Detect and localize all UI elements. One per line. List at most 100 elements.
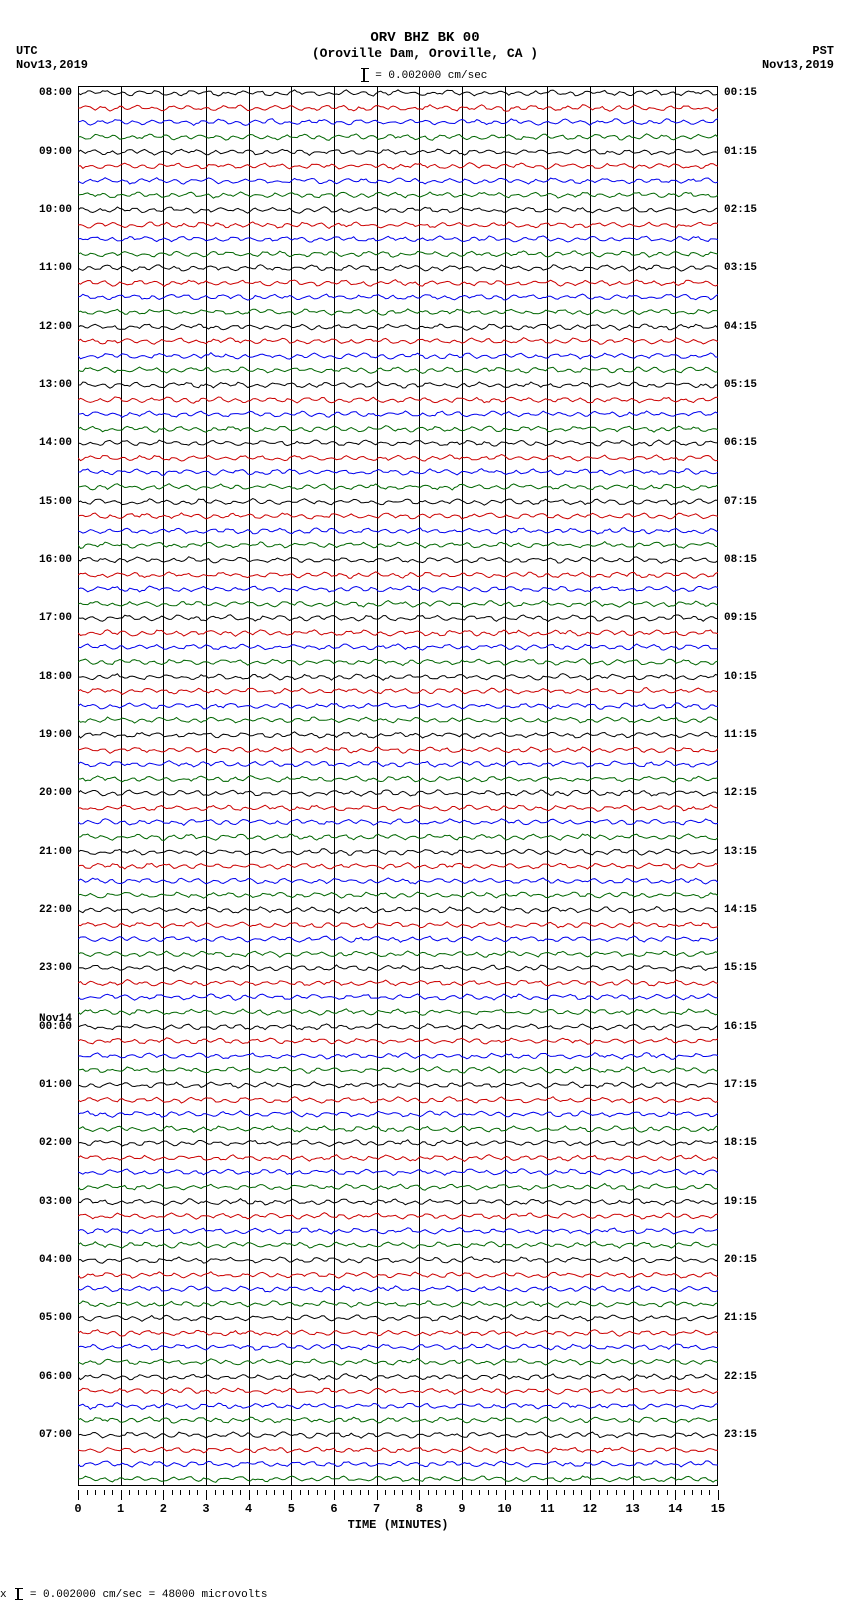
x-tick-minor: [701, 1490, 702, 1495]
utc-time-label: 22:00: [0, 904, 72, 916]
utc-time-label: 13:00: [0, 379, 72, 391]
utc-time-label: 15:00: [0, 496, 72, 508]
x-tick-major: [163, 1490, 164, 1500]
pst-time-label: 04:15: [724, 321, 757, 333]
seismic-trace: [78, 1472, 718, 1486]
x-tick-major: [505, 1490, 506, 1500]
x-tick-minor: [522, 1490, 523, 1495]
x-tick-label: 12: [583, 1502, 597, 1516]
footer-bar-icon: [17, 1588, 19, 1600]
pst-time-label: 01:15: [724, 146, 757, 158]
tz-right-label: PST: [762, 44, 834, 58]
x-tick-minor: [343, 1490, 344, 1495]
x-tick-minor: [274, 1490, 275, 1495]
pst-time-label: 22:15: [724, 1371, 757, 1383]
pst-time-label: 03:15: [724, 262, 757, 274]
x-tick-minor: [445, 1490, 446, 1495]
x-axis-title: TIME (MINUTES): [78, 1518, 718, 1532]
x-tick-minor: [308, 1490, 309, 1495]
x-tick-major: [121, 1490, 122, 1500]
x-tick-minor: [496, 1490, 497, 1495]
utc-time-label: 08:00: [0, 87, 72, 99]
timezone-right: PST Nov13,2019: [762, 44, 834, 72]
utc-time-label: 07:00: [0, 1429, 72, 1441]
pst-time-label: 06:15: [724, 437, 757, 449]
title-line-1: ORV BHZ BK 00: [0, 30, 850, 46]
utc-time-label: 19:00: [0, 729, 72, 741]
x-tick-minor: [513, 1490, 514, 1495]
x-tick-label: 4: [245, 1502, 252, 1516]
x-axis: TIME (MINUTES) 0123456789101112131415: [78, 1490, 718, 1540]
timezone-left: UTC Nov13,2019: [16, 44, 88, 72]
pst-time-label: 07:15: [724, 496, 757, 508]
utc-time-label: 10:00: [0, 204, 72, 216]
utc-time-label: 12:00: [0, 321, 72, 333]
utc-time-label: 01:00: [0, 1079, 72, 1091]
utc-time-label: 18:00: [0, 671, 72, 683]
x-tick-minor: [599, 1490, 600, 1495]
utc-time-label: 02:00: [0, 1137, 72, 1149]
pst-time-label: 23:15: [724, 1429, 757, 1441]
tz-left-label: UTC: [16, 44, 88, 58]
x-tick-minor: [351, 1490, 352, 1495]
pst-time-label: 21:15: [724, 1312, 757, 1324]
x-tick-minor: [539, 1490, 540, 1495]
x-tick-minor: [479, 1490, 480, 1495]
x-tick-label: 10: [497, 1502, 511, 1516]
x-tick-minor: [428, 1490, 429, 1495]
x-tick-minor: [283, 1490, 284, 1495]
x-tick-label: 15: [711, 1502, 725, 1516]
date-change-label: Nov14: [0, 1013, 72, 1025]
pst-time-label: 16:15: [724, 1021, 757, 1033]
pst-time-label: 13:15: [724, 846, 757, 858]
pst-time-label: 17:15: [724, 1079, 757, 1091]
x-tick-label: 0: [74, 1502, 81, 1516]
x-tick-minor: [453, 1490, 454, 1495]
x-tick-minor: [180, 1490, 181, 1495]
x-tick-label: 7: [373, 1502, 380, 1516]
utc-time-label: 23:00: [0, 962, 72, 974]
x-tick-label: 5: [288, 1502, 295, 1516]
x-tick-minor: [667, 1490, 668, 1495]
pst-time-label: 14:15: [724, 904, 757, 916]
x-tick-minor: [471, 1490, 472, 1495]
x-tick-minor: [368, 1490, 369, 1495]
footer-scale: x = 0.002000 cm/sec = 48000 microvolts: [0, 1588, 267, 1601]
tz-left-date: Nov13,2019: [16, 58, 88, 72]
pst-time-label: 18:15: [724, 1137, 757, 1149]
seismogram-plot: [78, 86, 718, 1486]
x-tick-label: 14: [668, 1502, 682, 1516]
pst-time-label: 15:15: [724, 962, 757, 974]
x-tick-minor: [624, 1490, 625, 1495]
pst-time-label: 02:15: [724, 204, 757, 216]
x-tick-label: 11: [540, 1502, 554, 1516]
x-tick-label: 2: [160, 1502, 167, 1516]
utc-time-label: 03:00: [0, 1196, 72, 1208]
pst-time-label: 10:15: [724, 671, 757, 683]
x-tick-major: [377, 1490, 378, 1500]
x-tick-major: [206, 1490, 207, 1500]
x-tick-minor: [488, 1490, 489, 1495]
x-tick-minor: [607, 1490, 608, 1495]
x-tick-minor: [325, 1490, 326, 1495]
pst-time-label: 05:15: [724, 379, 757, 391]
footer-prefix: x: [0, 1589, 7, 1601]
pst-time-label: 20:15: [724, 1254, 757, 1266]
x-tick-minor: [129, 1490, 130, 1495]
x-tick-minor: [556, 1490, 557, 1495]
utc-time-label: 04:00: [0, 1254, 72, 1266]
x-tick-minor: [658, 1490, 659, 1495]
chart-title: ORV BHZ BK 00 (Oroville Dam, Oroville, C…: [0, 30, 850, 61]
x-tick-minor: [360, 1490, 361, 1495]
x-tick-minor: [616, 1490, 617, 1495]
x-tick-minor: [402, 1490, 403, 1495]
x-tick-label: 6: [330, 1502, 337, 1516]
x-tick-minor: [573, 1490, 574, 1495]
x-tick-minor: [581, 1490, 582, 1495]
tz-right-date: Nov13,2019: [762, 58, 834, 72]
x-tick-label: 13: [625, 1502, 639, 1516]
pst-time-label: 12:15: [724, 787, 757, 799]
x-tick-label: 1: [117, 1502, 124, 1516]
footer-text: = 0.002000 cm/sec = 48000 microvolts: [30, 1589, 268, 1601]
x-tick-minor: [95, 1490, 96, 1495]
